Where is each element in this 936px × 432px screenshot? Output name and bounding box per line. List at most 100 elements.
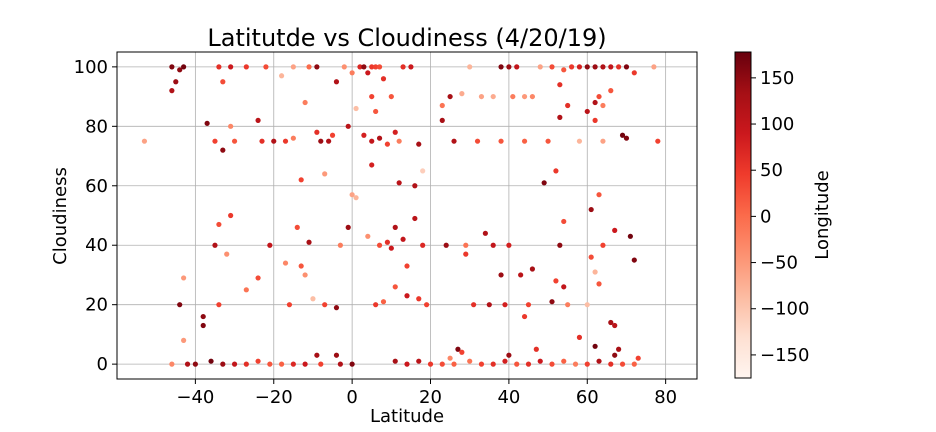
data-point [451,138,457,144]
data-point [231,361,238,367]
data-point [537,358,543,364]
data-point [376,135,383,141]
data-point [592,99,598,106]
data-point [392,358,398,364]
data-point [447,355,453,361]
grid-lines [117,52,697,379]
data-point [584,361,590,367]
data-point [322,302,328,308]
data-point [600,138,606,144]
data-point [627,233,633,239]
x-tick-label: 80 [654,387,677,408]
data-point [608,64,614,70]
data-point [322,171,328,177]
data-point [439,117,445,123]
data-point [651,64,657,70]
data-point [353,195,359,201]
data-point [220,361,226,367]
data-point [439,361,445,367]
data-point [333,352,340,358]
x-axis-ticks: −40 −20 0 20 40 60 80 [176,379,677,408]
data-point [404,263,410,269]
data-point [576,138,583,144]
data-point [345,224,351,230]
data-point [529,93,536,100]
data-point [228,212,234,219]
data-point [423,302,430,308]
data-point [392,284,398,290]
data-point [467,358,473,364]
data-point [612,322,618,329]
data-point [592,343,598,349]
data-point [631,257,637,263]
x-tick-label: −20 [255,387,293,408]
data-point [212,242,218,248]
data-point [612,352,618,358]
data-point [361,132,367,138]
data-point [357,64,363,70]
data-point [369,138,375,144]
data-point [208,358,214,364]
data-point [565,302,571,308]
data-point [376,64,383,70]
data-point [631,70,637,76]
x-tick-label: 40 [497,387,520,408]
data-point [623,64,630,70]
data-point [220,79,226,85]
data-point [412,215,418,222]
data-point [572,361,579,367]
data-point [294,224,300,230]
data-point [243,361,249,367]
data-point [302,99,308,106]
data-point [451,361,457,367]
data-point [416,141,422,147]
data-point [549,299,555,305]
data-point [608,88,614,94]
data-point [616,64,622,70]
data-point [373,302,379,308]
data-point [400,64,406,70]
data-point [561,67,567,73]
data-point [459,349,465,355]
data-point [255,275,261,281]
data-point [302,361,308,367]
data-point [216,221,222,228]
data-point [392,224,398,230]
data-point [557,114,563,120]
data-point [608,361,614,367]
data-point [635,355,641,361]
data-point [278,73,285,79]
colorbar-tick-label: 100 [760,114,794,135]
data-point [228,64,234,70]
data-point [514,64,520,70]
data-point [420,242,426,248]
data-point [333,305,340,311]
data-point [267,361,273,367]
data-point [619,361,626,367]
data-point [369,93,375,100]
data-point [502,302,508,308]
data-point [255,117,261,123]
data-point [212,138,218,144]
data-point [447,93,453,100]
data-point [400,236,406,242]
data-point [314,129,320,135]
data-point [333,79,340,85]
data-point [525,302,532,308]
data-point [353,105,359,112]
data-point [584,64,590,70]
plot-frame [116,51,698,380]
data-point [200,313,206,320]
data-point [490,93,496,100]
data-point [318,361,324,367]
data-point [169,64,175,70]
data-point [463,251,469,257]
data-point [220,147,226,153]
data-point [290,361,296,367]
data-point [478,361,485,367]
data-point [373,64,379,70]
data-point [588,206,594,213]
data-point [216,64,222,70]
data-point [231,138,238,144]
colorbar-ticks: 150 100 50 0 −50 −100 −150 [751,68,809,366]
